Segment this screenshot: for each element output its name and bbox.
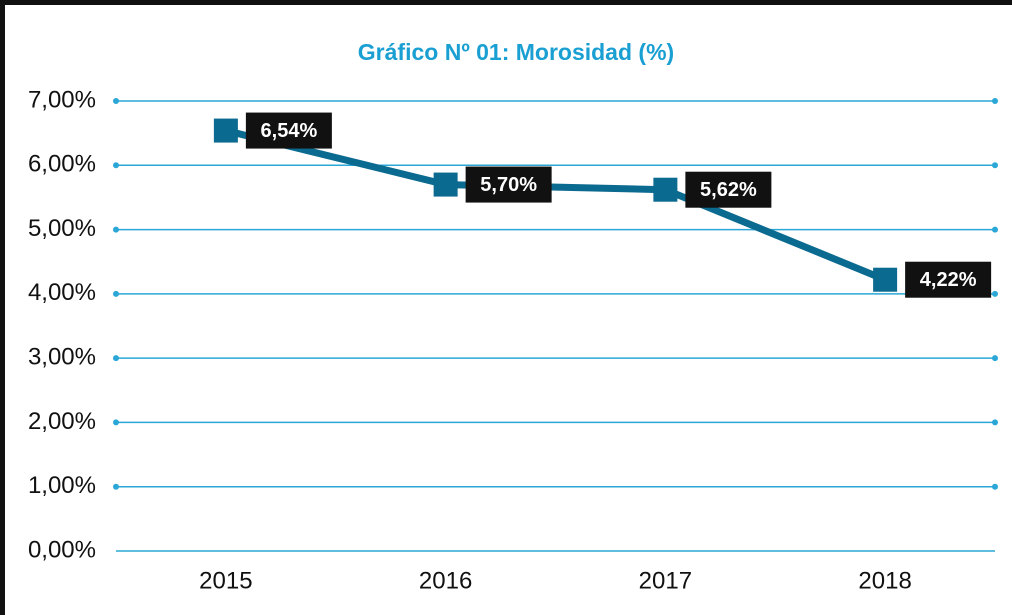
line (225, 127, 887, 283)
data-label: 4,22% (920, 269, 977, 291)
y-tick-label: 4,00% (28, 279, 96, 306)
data-label-box (685, 171, 772, 208)
y-tick-label: 2,00% (28, 408, 96, 435)
grid-dot (113, 419, 119, 426)
grid-dot (992, 355, 998, 362)
y-tick-label: 7,00% (28, 86, 96, 113)
grid-dot (113, 355, 119, 362)
grid-dot (992, 290, 998, 297)
grid-dot (113, 483, 119, 490)
x-tick-label: 2018 (858, 567, 911, 594)
marker (433, 172, 458, 197)
chart-title: Gráfico Nº 01: Morosidad (%) (358, 39, 674, 65)
grid-dot (992, 162, 998, 169)
grid-dot (113, 226, 119, 233)
x-tick-label: 2015 (199, 567, 252, 594)
data-label-box (905, 261, 992, 298)
y-tick-label: 1,00% (28, 472, 96, 499)
data-label-box (465, 166, 552, 203)
marker (653, 177, 678, 202)
y-tick-label: 6,00% (28, 151, 96, 178)
grid-dot (113, 98, 119, 104)
data-label: 5,62% (700, 179, 757, 201)
grid-dot (992, 226, 998, 233)
grid-dot (992, 98, 998, 104)
y-tick-label: 5,00% (28, 215, 96, 242)
data-label: 6,54% (261, 120, 318, 142)
data-label-box (245, 112, 332, 149)
grid-dot (113, 290, 119, 297)
grid-dot (113, 162, 119, 169)
marker (873, 267, 898, 292)
grid-dot (992, 483, 998, 490)
data-label: 5,70% (480, 174, 537, 196)
y-tick-label: 3,00% (28, 343, 96, 370)
x-tick-label: 2016 (419, 567, 472, 594)
marker (213, 118, 238, 143)
y-tick-label: 0,00% (28, 536, 96, 563)
grid-dot (992, 419, 998, 426)
x-tick-label: 2017 (639, 567, 692, 594)
